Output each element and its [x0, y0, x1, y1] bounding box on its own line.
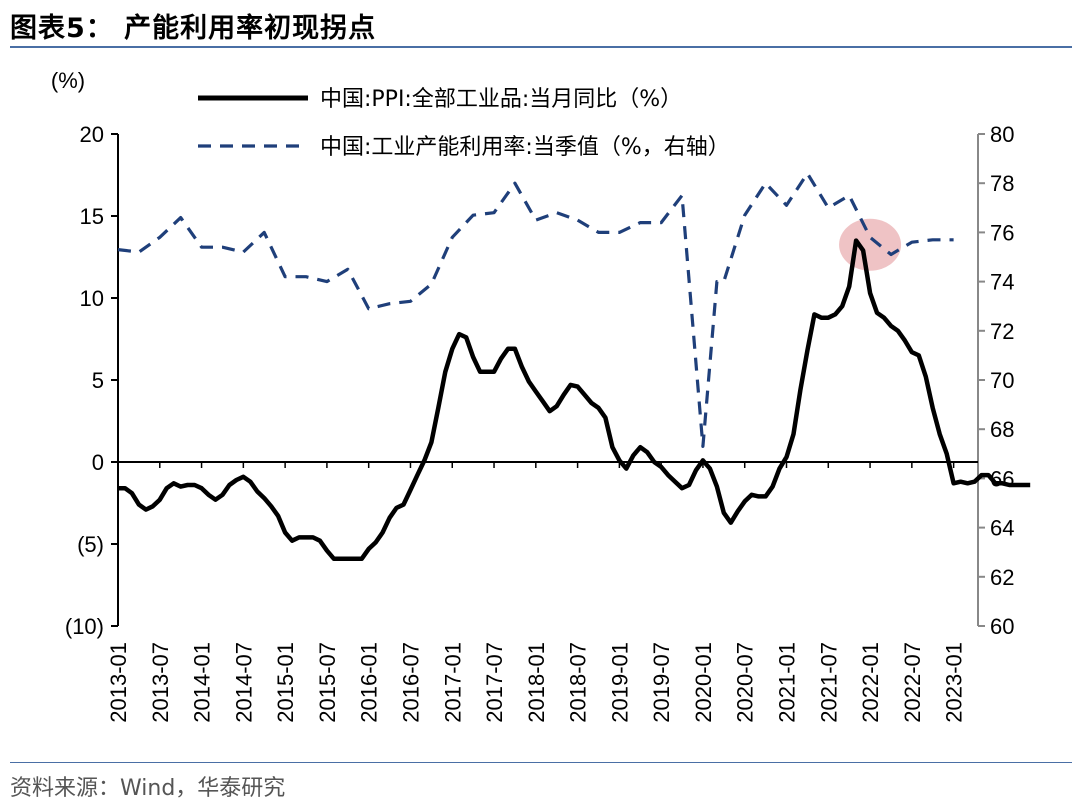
x-axis-tick-label: 2016-07	[398, 642, 423, 723]
x-axis-tick-label: 2013-07	[148, 642, 173, 723]
x-axis-tick-label: 2018-01	[524, 642, 549, 723]
ppi-line	[118, 238, 1031, 562]
x-axis-tick-label: 2022-01	[858, 642, 883, 723]
x-axis-tick-label: 2015-01	[273, 642, 298, 723]
x-axis-tick-label: 2016-01	[357, 642, 382, 723]
x-axis-tick-label: 2017-01	[440, 642, 465, 723]
right-axis-tick-label: 60	[990, 614, 1014, 639]
x-axis-tick-label: 2014-01	[190, 642, 215, 723]
left-axis-tick-label: 0	[92, 450, 104, 475]
left-axis-tick-label: 5	[92, 368, 104, 393]
right-axis-tick-label: 70	[990, 368, 1014, 393]
legend-ppi-label: 中国:PPI:全部工业品:当月同比（%）	[320, 87, 682, 112]
right-axis-tick-label: 62	[990, 565, 1014, 590]
right-axis-tick-label: 76	[990, 220, 1014, 245]
x-axis-tick-label: 2017-07	[482, 642, 507, 723]
x-axis-tick-label: 2014-07	[231, 642, 256, 723]
x-axis-tick-label: 2013-01	[106, 642, 131, 723]
title-divider	[10, 46, 1072, 48]
chart-svg: (%)20151050(5)(10)8078767472706866646260…	[51, 68, 1031, 723]
left-axis-tick-label: 20	[80, 122, 104, 147]
x-axis-tick-label: 2021-07	[816, 642, 841, 723]
series-layer	[117, 171, 1031, 562]
right-axis-tick-label: 80	[990, 122, 1014, 147]
capacity-utilization-line	[117, 171, 954, 448]
x-axis-tick-label: 2018-07	[566, 642, 591, 723]
x-axis-tick-label: 2015-07	[315, 642, 340, 723]
x-axis-tick-label: 2022-07	[900, 642, 925, 723]
left-axis-tick-label: (5)	[77, 532, 104, 557]
highlight-layer	[839, 218, 902, 271]
left-axis-tick-label: (10)	[65, 614, 104, 639]
left-axis-tick-label: 10	[80, 286, 104, 311]
x-axis-tick-label: 2019-01	[607, 642, 632, 723]
right-axis-tick-label: 64	[990, 516, 1014, 541]
x-axis-tick-label: 2020-07	[733, 642, 758, 723]
chart-title: 图表5： 产能利用率初现拐点	[10, 13, 377, 44]
legend-capacity-label: 中国:工业产能利用率:当季值（%，右轴）	[320, 135, 730, 160]
x-axis-tick-label: 2021-01	[775, 642, 800, 723]
footer-divider	[10, 762, 1072, 763]
source-note: 资料来源：Wind，华泰研究	[10, 776, 286, 801]
right-axis-tick-label: 78	[990, 171, 1014, 196]
x-axis-tick-label: 2020-01	[691, 642, 716, 723]
left-unit-label: (%)	[51, 68, 85, 93]
right-axis-tick-label: 72	[990, 319, 1014, 344]
right-axis-tick-label: 68	[990, 417, 1014, 442]
left-axis-tick-label: 15	[80, 204, 104, 229]
legend: 中国:PPI:全部工业品:当月同比（%） 中国:工业产能利用率:当季值（%，右轴）	[198, 87, 730, 160]
x-axis-tick-label: 2019-07	[649, 642, 674, 723]
highlight-ellipse	[839, 218, 902, 271]
axes-group: (%)20151050(5)(10)8078767472706866646260…	[51, 68, 1015, 723]
x-axis-tick-label: 2023-01	[942, 642, 967, 723]
right-axis-tick-label: 74	[990, 270, 1014, 295]
